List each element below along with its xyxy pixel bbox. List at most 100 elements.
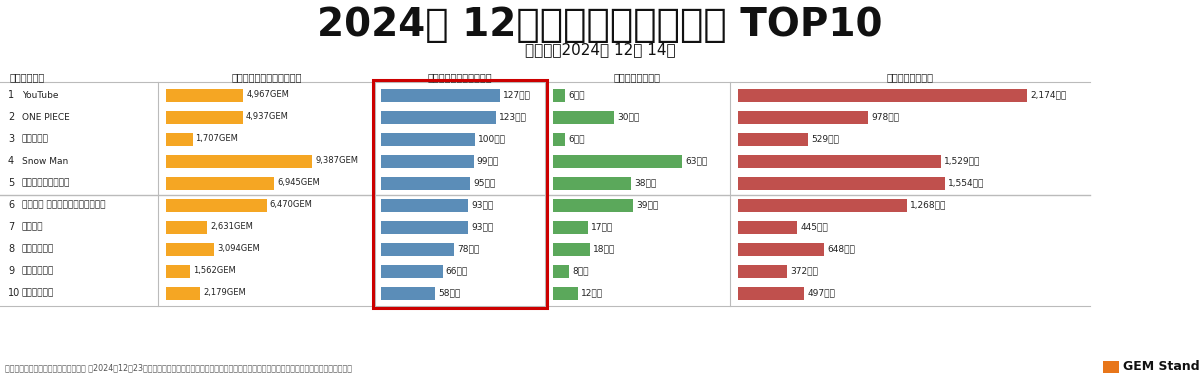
Text: 17億円: 17億円 — [590, 223, 613, 231]
Text: 人数での順位: 人数での順位 — [10, 72, 46, 82]
Bar — [738, 243, 824, 256]
Bar — [738, 110, 868, 124]
Bar — [382, 198, 468, 212]
Text: 99万人: 99万人 — [476, 156, 499, 166]
Text: 8: 8 — [8, 244, 14, 254]
Text: 12億円: 12億円 — [581, 288, 602, 297]
Text: 1,268万日: 1,268万日 — [910, 200, 946, 209]
Text: 8億円: 8億円 — [572, 266, 589, 276]
Bar — [553, 110, 614, 124]
Bar — [553, 287, 577, 299]
Text: 38億円: 38億円 — [634, 178, 656, 187]
Bar — [382, 287, 436, 299]
Text: 100万人: 100万人 — [478, 135, 505, 144]
Text: 6,945GEM: 6,945GEM — [277, 178, 319, 187]
Text: 3: 3 — [8, 134, 14, 144]
Text: 2,631GEM: 2,631GEM — [210, 223, 253, 231]
Text: 7: 7 — [8, 222, 14, 232]
Text: 2,179GEM: 2,179GEM — [203, 288, 246, 297]
Text: 4: 4 — [8, 156, 14, 166]
Bar — [166, 88, 244, 102]
Bar — [553, 243, 590, 256]
Text: 63億円: 63億円 — [685, 156, 707, 166]
Text: ちいかわ なんか小さくてかわい．: ちいかわ なんか小さくてかわい． — [22, 200, 106, 209]
Text: 66万人: 66万人 — [446, 266, 468, 276]
Bar — [166, 220, 206, 234]
Bar — [382, 220, 468, 234]
Bar — [382, 243, 454, 256]
Bar — [1103, 361, 1120, 373]
Text: 支出金額（億円）: 支出金額（億円） — [614, 72, 661, 82]
Bar — [553, 177, 631, 189]
Text: GEM Standard: GEM Standard — [1123, 361, 1200, 373]
Bar — [166, 265, 191, 277]
Bar — [373, 80, 547, 308]
Bar — [382, 88, 500, 102]
Text: 9: 9 — [8, 266, 14, 276]
Bar — [738, 133, 809, 146]
Bar — [166, 177, 274, 189]
Text: 6億円: 6億円 — [569, 90, 584, 99]
Bar — [166, 110, 242, 124]
Text: 445万日: 445万日 — [800, 223, 828, 231]
Text: 497万日: 497万日 — [808, 288, 835, 297]
Text: 2: 2 — [8, 112, 14, 122]
Bar — [166, 155, 312, 167]
Text: 58万人: 58万人 — [438, 288, 461, 297]
Text: 978万日: 978万日 — [871, 113, 899, 121]
Text: 1,529万日: 1,529万日 — [944, 156, 980, 166]
Text: Snow Man: Snow Man — [22, 156, 68, 166]
Bar — [738, 88, 1027, 102]
Text: 372万日: 372万日 — [791, 266, 818, 276]
Text: 1: 1 — [8, 90, 14, 100]
Text: 1,554万日: 1,554万日 — [948, 178, 984, 187]
Text: ポケットモンスター: ポケットモンスター — [22, 178, 71, 187]
Bar — [738, 220, 797, 234]
Text: 接触日数（万日）: 接触日数（万日） — [887, 72, 934, 82]
Text: 2024年 12月の推しファン人数 TOP10: 2024年 12月の推しファン人数 TOP10 — [317, 6, 883, 44]
Bar — [553, 133, 565, 146]
Bar — [166, 243, 214, 256]
Text: 93万人: 93万人 — [472, 200, 493, 209]
Bar — [382, 265, 443, 277]
Text: 6億円: 6億円 — [569, 135, 584, 144]
Text: 推しエンタメブランド価値: 推しエンタメブランド価値 — [232, 72, 301, 82]
Text: 4,937GEM: 4,937GEM — [246, 113, 289, 121]
Text: 6: 6 — [8, 200, 14, 210]
Text: 出典：推しエンタメブランドスコープ 　2024年12月23日更新時点のデータに基づく。名寄せ辞書のアップデートにより、最新値と異なる場合があります: 出典：推しエンタメブランドスコープ 2024年12月23日更新時点のデータに基づ… — [5, 363, 352, 372]
Text: 10: 10 — [8, 288, 20, 298]
Bar — [166, 198, 266, 212]
Text: 9,387GEM: 9,387GEM — [314, 156, 358, 166]
Text: 127万人: 127万人 — [503, 90, 530, 99]
Text: 95万人: 95万人 — [473, 178, 496, 187]
Bar — [553, 88, 565, 102]
Text: 529万日: 529万日 — [811, 135, 839, 144]
Bar — [382, 155, 474, 167]
Bar — [553, 198, 632, 212]
Bar — [738, 265, 787, 277]
Text: ダンダダン: ダンダダン — [22, 135, 49, 144]
Text: 『推しの子』: 『推しの子』 — [22, 266, 54, 276]
Text: 5: 5 — [8, 178, 14, 188]
Bar — [166, 287, 200, 299]
Text: 123万人: 123万人 — [499, 113, 527, 121]
Bar — [553, 155, 682, 167]
Text: 3,094GEM: 3,094GEM — [217, 245, 260, 254]
Text: 93万人: 93万人 — [472, 223, 493, 231]
Bar — [382, 133, 475, 146]
Text: YouTube: YouTube — [22, 90, 59, 99]
Text: 4,967GEM: 4,967GEM — [246, 90, 289, 99]
Bar — [553, 220, 588, 234]
Text: 鬼滅の刃: 鬼滅の刃 — [22, 223, 43, 231]
Bar — [553, 265, 569, 277]
Text: 2,174万日: 2,174万日 — [1030, 90, 1067, 99]
Text: 39億円: 39億円 — [636, 200, 658, 209]
Bar — [738, 177, 944, 189]
Text: 6,470GEM: 6,470GEM — [270, 200, 312, 209]
Text: 648万日: 648万日 — [827, 245, 856, 254]
Text: 名探偵コナン: 名探偵コナン — [22, 245, 54, 254]
Bar — [166, 133, 192, 146]
Text: ブルーロック: ブルーロック — [22, 288, 54, 297]
Text: 1,707GEM: 1,707GEM — [196, 135, 239, 144]
Text: 推しファン人数（万人）: 推しファン人数（万人） — [427, 72, 492, 82]
